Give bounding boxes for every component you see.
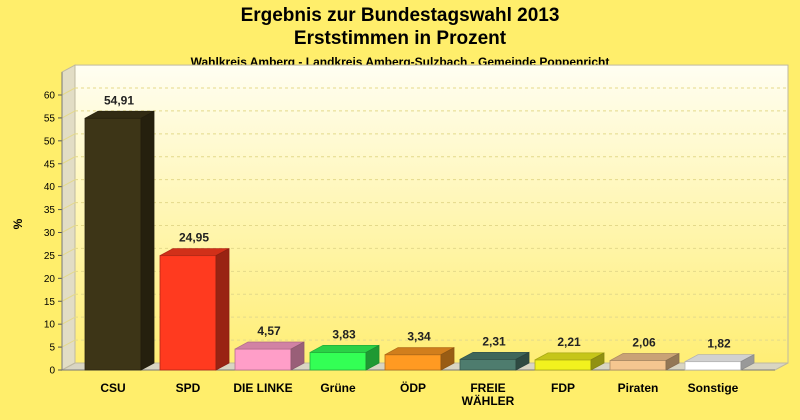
y-tick-label: 15 <box>44 297 56 308</box>
bar-grüne <box>309 344 380 371</box>
grid-line-side <box>61 293 76 302</box>
bar-ödp <box>384 347 455 371</box>
grid-line-side <box>61 247 76 256</box>
value-label: 3,83 <box>332 327 356 341</box>
bar-front <box>84 117 142 371</box>
bar-die-linke <box>234 341 305 371</box>
bar-freie-wähler <box>459 351 530 371</box>
y-tick-label: 5 <box>49 343 55 354</box>
bar-side <box>590 352 605 371</box>
bar-front <box>684 361 742 371</box>
grid-line-side <box>61 156 76 165</box>
bar-sonstige <box>684 353 755 371</box>
bar-side <box>365 344 380 371</box>
y-axis-label: % <box>11 218 25 229</box>
value-label: 1,82 <box>707 337 731 351</box>
value-label: 2,31 <box>482 334 506 348</box>
bar-side <box>290 341 305 371</box>
bar-fdp <box>534 352 605 371</box>
chart-subtitle: Erststimmen in Prozent <box>293 28 507 49</box>
bar-side <box>515 351 530 371</box>
bar-side <box>215 247 230 371</box>
value-label: 3,34 <box>407 330 431 344</box>
value-label: 54,91 <box>104 93 134 107</box>
y-tick-label: 55 <box>44 113 56 124</box>
value-label: 2,21 <box>557 335 581 349</box>
y-tick-label: 20 <box>44 274 56 285</box>
bar-side <box>440 347 455 371</box>
x-tick-label: FDP <box>551 381 575 395</box>
y-tick-label: 30 <box>44 228 56 239</box>
grid-line-side <box>61 202 76 211</box>
x-tick-label: Grüne <box>320 381 356 395</box>
x-tick-label: ÖDP <box>400 380 426 395</box>
x-tick-label: SPD <box>176 381 201 395</box>
y-tick-label: 25 <box>44 251 56 262</box>
grid-line-side <box>61 87 76 96</box>
bar-piraten <box>609 352 680 371</box>
value-label: 4,57 <box>257 324 281 338</box>
bar-side <box>665 352 680 371</box>
value-label: 2,06 <box>632 336 656 350</box>
y-tick-label: 60 <box>44 91 56 102</box>
bar-spd <box>159 247 230 371</box>
x-tick-label: Sonstige <box>688 381 739 395</box>
y-tick-label: 45 <box>44 159 56 170</box>
bar-front <box>309 352 367 371</box>
bar-side <box>140 110 155 371</box>
grid-line-side <box>61 179 76 188</box>
bar-front <box>384 354 442 371</box>
y-tick-label: 40 <box>44 182 56 193</box>
grid-line-side <box>61 225 76 233</box>
bar-front <box>234 348 292 371</box>
y-tick-label: 35 <box>44 205 56 216</box>
x-tick-label: FREIE <box>470 381 505 395</box>
bar-front <box>534 359 592 371</box>
y-tick-label: 50 <box>44 136 56 147</box>
grid-line-side <box>61 133 76 142</box>
grid-line-side <box>61 316 76 325</box>
value-label: 24,95 <box>179 231 209 245</box>
grid-line-side <box>61 110 76 119</box>
y-tick-label: 10 <box>44 320 56 331</box>
bar-front <box>609 360 667 371</box>
bar-front <box>159 255 217 371</box>
x-tick-label: Piraten <box>618 381 659 395</box>
grid-line-side <box>61 270 76 279</box>
x-tick-label: DIE LINKE <box>233 381 292 395</box>
grid-line-side <box>61 339 76 348</box>
bar-side <box>740 353 755 371</box>
y-tick-label: 0 <box>49 366 55 377</box>
bar-front <box>459 359 517 371</box>
chart-title: Ergebnis zur Bundestagswahl 2013 <box>240 5 560 26</box>
plot-side-wall <box>61 64 76 371</box>
bar-csu <box>84 110 155 371</box>
x-tick-label: CSU <box>100 381 125 395</box>
x-tick-label: WÄHLER <box>462 393 515 408</box>
